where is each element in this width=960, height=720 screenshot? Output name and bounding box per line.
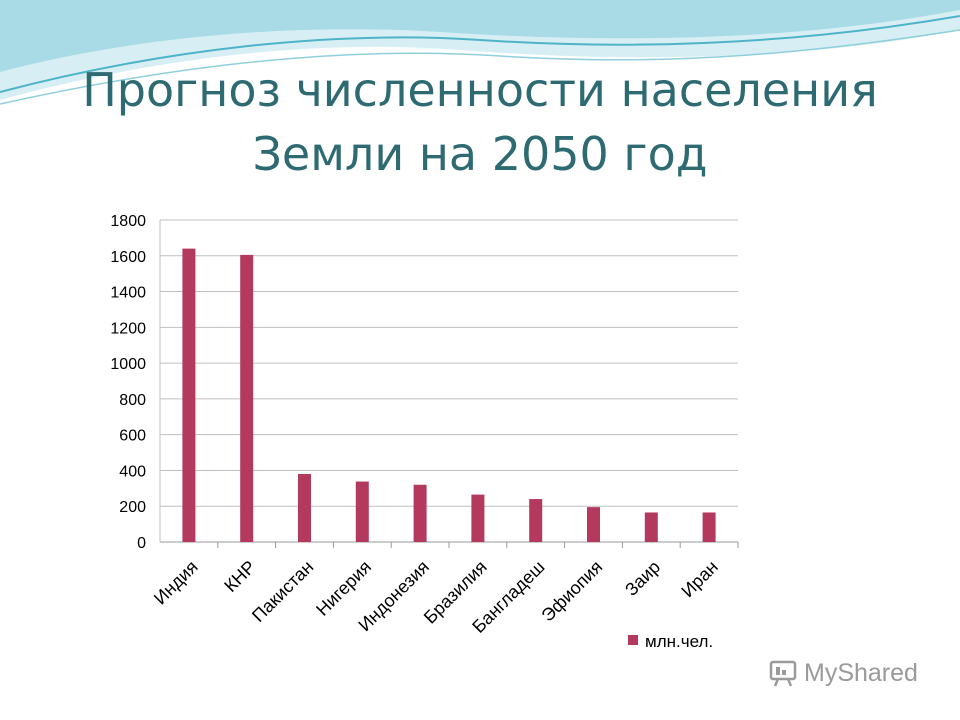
chart-bars: [182, 248, 716, 542]
x-tick-label: КНР: [220, 557, 259, 596]
bar: [702, 512, 716, 542]
y-axis-tick-labels: 0 200 400 600 800 1000 1200 1400 1600 1800: [110, 213, 146, 552]
bar: [240, 254, 254, 542]
y-tick-label: 0: [137, 535, 146, 552]
y-tick-label: 600: [119, 428, 146, 445]
y-tick-label: 400: [119, 463, 146, 480]
slide-title: Прогноз численности населения Земли на 2…: [0, 58, 960, 186]
x-tick-label: Пакистан: [248, 557, 317, 626]
watermark-text: MyShared: [804, 658, 918, 687]
legend-label: млн.чел.: [645, 632, 713, 651]
bar: [298, 474, 311, 542]
chart-legend: млн.чел.: [628, 632, 713, 651]
y-tick-label: 1600: [110, 249, 146, 266]
myshared-watermark: MyShared: [768, 658, 918, 688]
x-tick-label: Заир: [621, 557, 664, 600]
bar: [644, 512, 658, 542]
bar: [182, 248, 196, 542]
x-tick-label: Индия: [150, 557, 202, 609]
y-tick-label: 200: [119, 499, 146, 516]
bar: [529, 499, 543, 542]
presentation-icon: [769, 660, 797, 687]
x-axis-tick-labels: Индия КНРПакистанНигерияИндонезияБразилия…: [150, 557, 722, 637]
y-tick-label: 1000: [110, 356, 146, 373]
chart-gridlines: [159, 219, 739, 548]
y-tick-label: 1400: [110, 285, 146, 302]
y-tick-label: 800: [119, 392, 146, 409]
header-wave-decoration: [0, 0, 960, 105]
slide-title-line1: Прогноз численности населения: [82, 63, 878, 117]
y-tick-label: 1200: [110, 320, 146, 337]
legend-swatch: [628, 635, 638, 645]
slide-title-line2: Земли на 2050 год: [252, 127, 708, 181]
y-tick-label: 1800: [110, 213, 146, 230]
x-tick-label: Иран: [677, 557, 721, 601]
bar: [471, 494, 485, 542]
x-tick-label: Эфиопия: [537, 557, 606, 626]
bar: [587, 507, 600, 542]
bar: [413, 484, 427, 542]
bar: [355, 481, 369, 542]
